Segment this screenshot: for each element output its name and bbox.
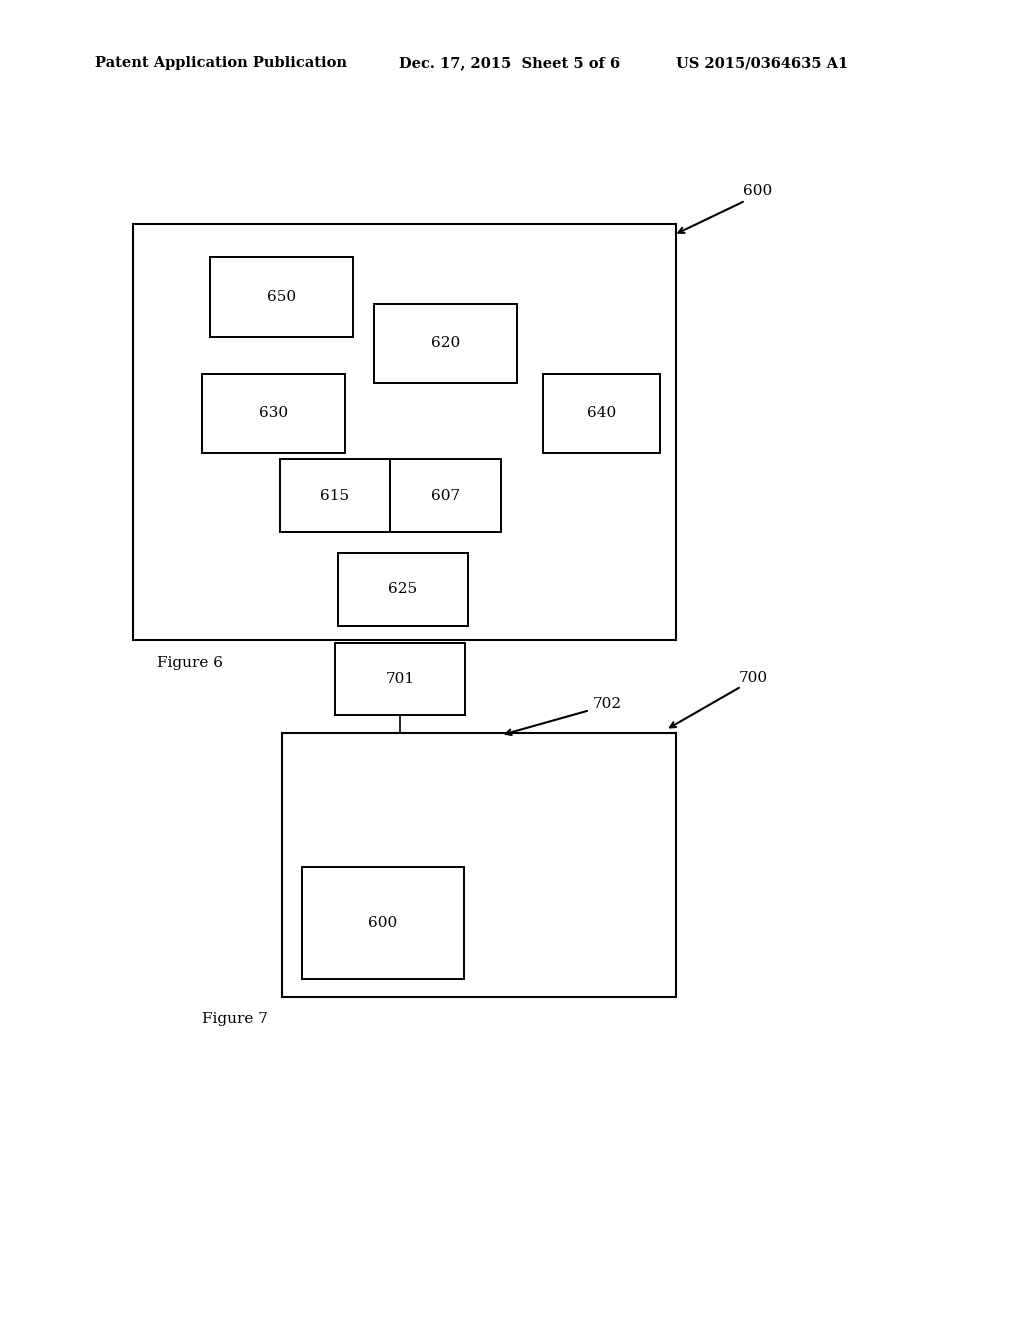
Bar xyxy=(210,257,353,337)
Text: 620: 620 xyxy=(431,337,460,350)
Text: 700: 700 xyxy=(739,672,768,685)
Bar xyxy=(302,867,464,979)
Text: 615: 615 xyxy=(321,488,349,503)
Bar xyxy=(390,459,501,532)
Text: Figure 7: Figure 7 xyxy=(202,1012,267,1026)
Bar xyxy=(374,304,517,383)
Text: 650: 650 xyxy=(267,290,296,304)
Text: 701: 701 xyxy=(385,672,415,686)
Text: 600: 600 xyxy=(743,185,772,198)
Text: 625: 625 xyxy=(388,582,418,597)
Text: 702: 702 xyxy=(593,697,622,710)
Bar xyxy=(543,374,660,453)
Bar xyxy=(280,459,390,532)
Text: Dec. 17, 2015  Sheet 5 of 6: Dec. 17, 2015 Sheet 5 of 6 xyxy=(399,57,621,70)
Text: US 2015/0364635 A1: US 2015/0364635 A1 xyxy=(676,57,848,70)
Bar xyxy=(202,374,345,453)
Text: Figure 6: Figure 6 xyxy=(157,656,222,669)
Text: Patent Application Publication: Patent Application Publication xyxy=(95,57,347,70)
Text: 600: 600 xyxy=(369,916,397,931)
Bar xyxy=(133,224,676,640)
Text: 630: 630 xyxy=(259,407,288,420)
Bar xyxy=(335,643,465,715)
Bar xyxy=(338,553,468,626)
Text: 607: 607 xyxy=(431,488,460,503)
Text: 640: 640 xyxy=(587,407,616,420)
Bar xyxy=(282,733,676,997)
